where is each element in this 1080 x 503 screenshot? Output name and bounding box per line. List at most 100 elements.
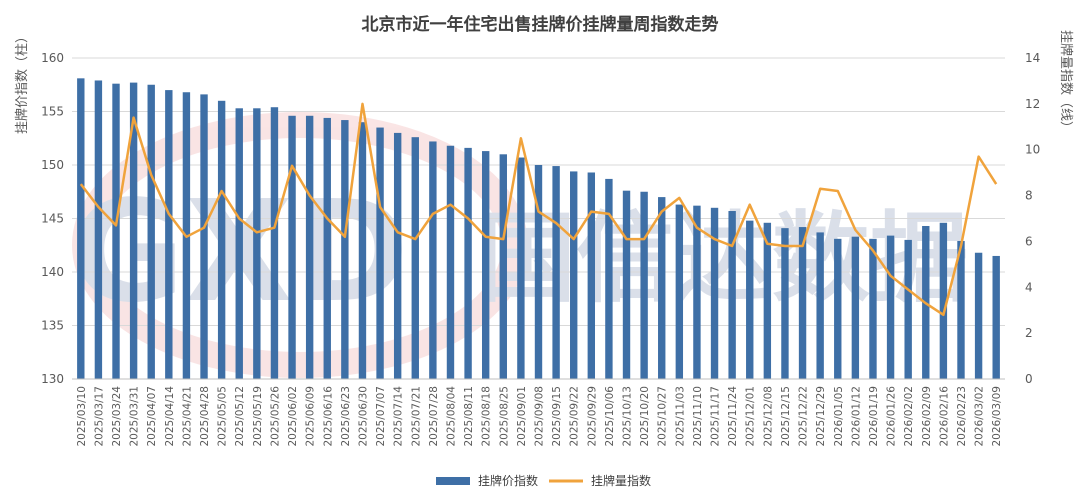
bar — [834, 238, 842, 379]
bar — [728, 211, 736, 379]
x-axis: 2025/03/10 2025/03/17 2025/03/24 2025/03/31… — [72, 378, 1005, 447]
line-path — [79, 102, 998, 317]
y-left-tick-label: 155 — [41, 105, 64, 119]
x-tick-label: 2025/11/03 — [674, 386, 686, 447]
bar — [165, 90, 173, 379]
bar — [869, 238, 877, 379]
y-axis-right: 0 2 4 6 8 10 12 14 — [1025, 51, 1040, 386]
bar — [886, 235, 895, 379]
legend-line-label: 挂牌量指数 — [591, 473, 651, 488]
y-axis-right-label: 挂牌量指数（线） — [1058, 30, 1074, 134]
bar — [605, 178, 613, 379]
x-tick-label: 2025/04/28 — [199, 386, 211, 447]
x-tick-label: 2025/11/17 — [710, 386, 722, 447]
bar — [481, 151, 490, 379]
bar — [358, 122, 367, 379]
x-tick-label: 2025/10/06 — [604, 386, 616, 447]
bar — [94, 80, 103, 379]
bar — [904, 239, 912, 379]
bar — [499, 154, 507, 379]
y-right-tick-label: 2 — [1025, 326, 1033, 340]
bar — [341, 120, 349, 379]
bar — [323, 117, 331, 380]
x-tick-label: 2025/09/15 — [551, 386, 563, 447]
x-tick-label: 2025/07/28 — [428, 386, 440, 447]
x-tick-label: 2025/12/29 — [815, 386, 827, 447]
x-tick-label: 2025/05/19 — [252, 386, 264, 447]
x-tick-label: 2025/04/21 — [181, 386, 193, 447]
bar — [851, 236, 860, 379]
legend-bar-swatch — [436, 477, 470, 485]
bar — [640, 191, 648, 379]
x-tick-label: 2025/07/21 — [410, 386, 422, 447]
bar — [534, 165, 543, 379]
bar — [393, 132, 402, 379]
bar — [570, 171, 578, 379]
bar — [200, 94, 208, 379]
bar — [587, 172, 596, 379]
x-tick-label: 2025/03/17 — [93, 386, 105, 447]
y-right-tick-label: 8 — [1025, 189, 1033, 203]
y-left-tick-label: 130 — [41, 372, 64, 386]
bar — [622, 190, 631, 379]
x-tick-label: 2025/03/31 — [129, 386, 141, 447]
bar — [675, 204, 684, 379]
x-tick-label: 2025/06/02 — [287, 386, 299, 447]
x-tick-label: 2025/11/10 — [692, 386, 704, 447]
bar — [253, 108, 261, 379]
x-tick-label: 2025/07/14 — [393, 386, 405, 447]
x-tick-label: 2025/06/23 — [340, 386, 352, 447]
bar — [746, 220, 754, 379]
x-tick-label: 2026/01/26 — [886, 386, 898, 447]
y-left-tick-label: 135 — [41, 319, 64, 333]
x-tick-label: 2026/01/05 — [833, 386, 845, 447]
bar — [129, 82, 138, 380]
bar — [112, 83, 120, 380]
x-tick-label: 2025/06/16 — [322, 386, 334, 447]
x-tick-label: 2025/05/05 — [217, 386, 229, 447]
bar — [798, 227, 807, 379]
chart-title: 北京市近一年住宅出售挂牌价挂牌量周指数走势 — [362, 14, 719, 35]
bar — [974, 252, 983, 379]
x-tick-label: 2025/11/24 — [727, 386, 739, 447]
bar — [781, 228, 789, 379]
x-tick-label: 2025/07/07 — [375, 386, 387, 447]
bar — [693, 205, 701, 379]
bar — [710, 207, 719, 379]
x-tick-label: 2025/04/07 — [146, 386, 158, 447]
legend: 挂牌价指数 挂牌量指数 — [436, 473, 651, 488]
bar — [446, 145, 455, 379]
y-right-tick-label: 12 — [1025, 97, 1040, 111]
bar — [939, 222, 948, 379]
y-right-tick-label: 10 — [1025, 143, 1040, 157]
watermark-swoosh — [72, 112, 528, 378]
bar — [217, 100, 226, 380]
x-tick-label: 2025/06/09 — [305, 386, 317, 447]
x-tick-label: 2025/10/20 — [639, 386, 651, 447]
x-tick-label: 2025/05/26 — [269, 386, 281, 447]
y-right-tick-label: 4 — [1025, 280, 1033, 294]
x-tick-label: 2025/09/22 — [569, 386, 581, 447]
x-tick-label: 2026/01/12 — [850, 386, 862, 447]
x-tick-label: 2025/12/01 — [745, 386, 757, 447]
x-tick-label: 2025/08/25 — [498, 386, 510, 447]
x-tick-label: 2025/10/13 — [622, 386, 634, 447]
x-tick-label: 2026/02/02 — [903, 386, 915, 447]
y-axis-left-label: 挂牌价指数（柱） — [14, 30, 30, 134]
x-tick-label: 2025/04/14 — [164, 386, 176, 447]
x-tick-label: 2025/10/27 — [657, 386, 669, 447]
x-tick-label: 2025/05/12 — [234, 386, 246, 447]
x-tick-label: 2025/08/11 — [463, 386, 475, 447]
bar — [763, 222, 772, 379]
bar — [305, 115, 314, 379]
y-right-tick-label: 0 — [1025, 372, 1033, 386]
bar — [816, 232, 824, 379]
bar — [147, 84, 155, 379]
x-tick-label: 2025/12/15 — [780, 386, 792, 447]
x-tick-label: 2025/12/22 — [798, 386, 810, 447]
y-left-tick-label: 145 — [41, 212, 64, 226]
y-axis-left: 130 135 140 145 150 155 160 — [41, 51, 64, 386]
bar — [992, 255, 1000, 379]
